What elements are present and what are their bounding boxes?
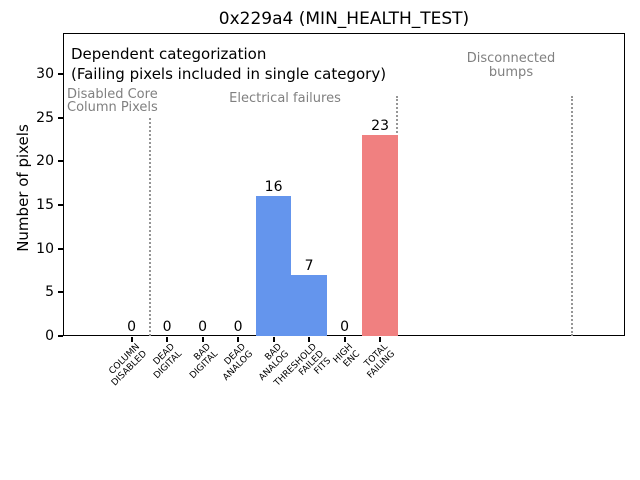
x-tick xyxy=(201,337,204,342)
y-tick-label: 25 xyxy=(36,109,54,126)
y-tick xyxy=(58,204,63,207)
x-tick xyxy=(237,337,240,342)
y-tick-label: 15 xyxy=(36,197,54,214)
y-tick-label: 30 xyxy=(36,66,54,83)
bar-value-label: 23 xyxy=(371,118,389,135)
plot-area xyxy=(63,33,625,336)
y-tick xyxy=(58,335,63,337)
bar-value-label: 0 xyxy=(127,319,137,335)
separator-vline xyxy=(570,95,573,336)
y-tick xyxy=(58,73,63,76)
bar-value-label: 0 xyxy=(198,319,208,335)
annotation-disabled-core-column-pixels: Disabled Core Column Pixels xyxy=(67,87,158,115)
y-tick-label: 10 xyxy=(36,240,54,257)
x-tick xyxy=(379,337,382,342)
x-tick xyxy=(308,337,311,342)
bar-value-label: 0 xyxy=(162,319,172,335)
y-tick xyxy=(58,291,63,294)
bar-value-label: 0 xyxy=(340,319,350,335)
annotation-dependent-categorization: Dependent categorization (Failing pixels … xyxy=(71,45,387,83)
y-tick-label: 20 xyxy=(36,153,54,170)
y-tick-label: 5 xyxy=(45,284,54,301)
bar-value-label: 0 xyxy=(233,319,243,335)
y-tick xyxy=(58,247,63,250)
x-tick xyxy=(130,337,133,342)
y-tick-label: 0 xyxy=(45,328,54,344)
bar-value-label: 7 xyxy=(304,257,314,274)
bar-total-failing xyxy=(362,135,398,336)
chart-title: 0x229a4 (MIN_HEALTH_TEST) xyxy=(218,9,470,29)
x-tick xyxy=(272,337,275,342)
bar-value-label: 16 xyxy=(264,179,283,196)
bar-threshold-failed-fits xyxy=(291,274,327,336)
separator-vline xyxy=(149,117,151,336)
annotation-disconnected-bumps: Disconnected bumps xyxy=(466,51,556,80)
y-tick xyxy=(58,116,63,119)
y-tick xyxy=(58,160,63,163)
x-tick xyxy=(166,337,169,342)
annotation-electrical-failures: Electrical failures xyxy=(229,91,341,106)
bar-bad-analog xyxy=(255,196,292,336)
x-tick xyxy=(343,337,346,342)
